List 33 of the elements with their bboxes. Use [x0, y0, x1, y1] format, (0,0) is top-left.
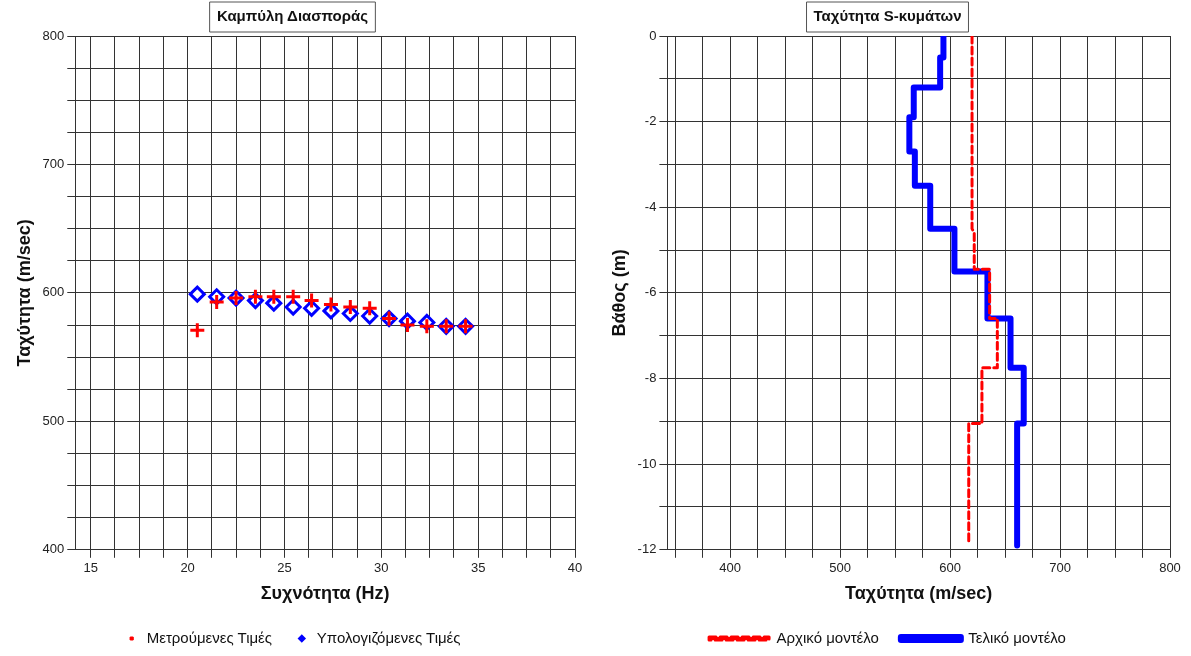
chart-title: Καμπύλη Διασποράς: [216, 7, 369, 25]
y-tick-label: 800: [42, 27, 65, 43]
x-tick-label: 15: [83, 560, 99, 576]
legend-label: Τελικό μοντέλο: [968, 628, 1066, 646]
y-tick-label: -6: [644, 284, 657, 300]
y-tick-label: 0: [649, 27, 657, 43]
y-tick-label: -2: [644, 113, 657, 129]
x-tick-label: 25: [277, 560, 292, 576]
x-tick-label: 400: [719, 560, 741, 576]
x-tick-label: 700: [1049, 560, 1071, 576]
y-tick-label: -4: [644, 198, 657, 214]
legend-label: Υπολογιζόμενες Τιμές: [316, 628, 461, 646]
x-axis-title: Συχνότητα (Hz): [260, 583, 390, 604]
y-tick-label: 700: [42, 156, 65, 172]
x-tick-label: 500: [829, 560, 851, 576]
x-tick-label: 800: [1159, 560, 1181, 576]
legend-label: Μετρούμενες Τιμές: [146, 628, 273, 646]
x-tick-label: 600: [939, 560, 961, 576]
y-tick-label: -12: [637, 541, 657, 557]
x-tick-label: 40: [567, 560, 583, 576]
y-tick-label: 400: [42, 541, 65, 557]
y-tick-label: 500: [42, 412, 65, 428]
y-axis-title: Βάθος (m): [608, 249, 629, 337]
x-tick-label: 20: [180, 560, 195, 576]
x-tick-label: 35: [470, 560, 486, 576]
y-axis-title: Ταχύτητα (m/sec): [13, 219, 34, 367]
x-axis-title: Ταχύτητα (m/sec): [845, 583, 993, 604]
y-tick-label: -8: [644, 370, 657, 386]
legend-label: Αρχικό μοντέλο: [776, 628, 879, 646]
y-tick-label: -10: [637, 455, 657, 471]
chart-title: Ταχύτητα S-κυμάτων: [813, 7, 962, 25]
x-tick-label: 30: [374, 560, 389, 576]
y-tick-label: 600: [42, 284, 65, 300]
